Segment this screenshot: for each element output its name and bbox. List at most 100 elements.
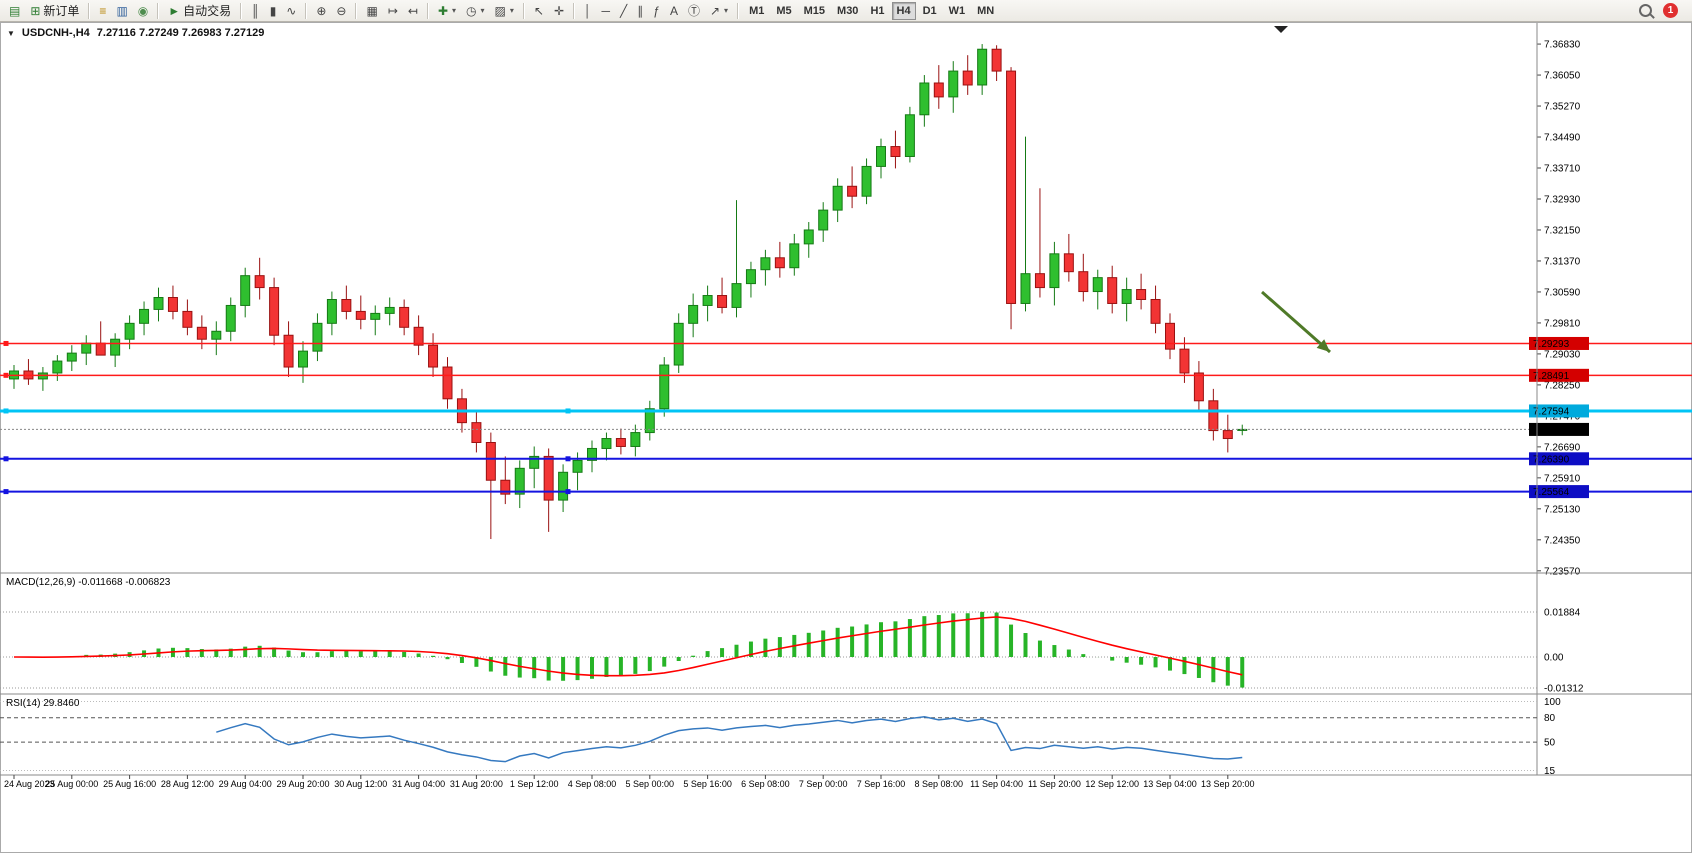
chart-canvas[interactable]: 7.36830 7.36050 7.35270 7.34490 7.33710 7.329… [0,22,1692,853]
svg-text:7.23570: 7.23570 [1544,566,1581,577]
svg-text:7.25910: 7.25910 [1544,473,1581,484]
svg-text:5 Sep 16:00: 5 Sep 16:00 [683,779,732,789]
chart-new-icon: ▤ [9,3,21,18]
svg-text:7.36050: 7.36050 [1544,71,1581,82]
toolbar-separator [426,2,429,19]
macd-label: MACD(12,26,9) -0.011668 -0.006823 [6,577,171,588]
svg-text:5 Sep 00:00: 5 Sep 00:00 [626,779,675,789]
auto-scroll-button[interactable]: ↦ [384,1,402,20]
toolbar-separator [573,2,576,19]
price-marker-box [1529,422,1589,436]
fibonacci-button[interactable]: ƒ [649,1,664,20]
toolbar-separator [240,2,243,19]
channel-button[interactable]: ∥ [633,1,647,20]
autotrading-button-label: 自动交易 [183,4,232,18]
timeframe-m30-button[interactable]: M30 [832,2,863,20]
line-handle[interactable] [3,489,9,495]
timeframe-d1-button[interactable]: D1 [918,2,942,20]
svg-text:7.24350: 7.24350 [1544,535,1581,546]
line-handle[interactable] [565,456,571,462]
svg-text:1 Sep 12:00: 1 Sep 12:00 [510,779,559,789]
candlestick-icon: ▮ [269,3,277,18]
zoom-in-icon: ⊕ [316,3,327,18]
svg-text:6 Sep 08:00: 6 Sep 08:00 [741,779,790,789]
svg-text:25 Aug 16:00: 25 Aug 16:00 [103,779,156,789]
svg-text:7.26690: 7.26690 [1544,442,1581,453]
timeframe-mn-button[interactable]: MN [972,2,999,20]
search-button[interactable] [1633,1,1662,20]
line-handle[interactable] [3,340,9,346]
svg-text:7.34490: 7.34490 [1544,133,1581,144]
vertical-line-button[interactable]: │ [580,1,596,20]
timeframe-h1-button[interactable]: H1 [865,2,889,20]
svg-text:7.25130: 7.25130 [1544,504,1581,515]
data-window-button[interactable]: ▥ [112,1,131,20]
svg-text:28 Aug 12:00: 28 Aug 12:00 [161,779,214,789]
navigator-button[interactable]: ◉ [134,1,152,20]
svg-text:7.36830: 7.36830 [1544,40,1581,51]
notification-badge[interactable]: 1 [1663,3,1678,18]
line-chart-button[interactable]: ∿ [282,1,300,20]
chart-shift-marker[interactable] [1274,26,1288,33]
bar-chart-icon: ║ [251,3,260,18]
timeframe-h4-button[interactable]: H4 [891,1,916,20]
zoom-out-icon: ⊖ [336,3,347,18]
timeframe-w1-button[interactable]: W1 [944,2,971,20]
market-watch-button[interactable]: ≡ [95,1,110,20]
tile-windows-button[interactable]: ▦ [362,1,381,20]
svg-text:7.33710: 7.33710 [1544,164,1581,175]
crosshair-button[interactable]: ✛ [550,1,568,20]
shapes-button[interactable]: ↗ ▾ [706,1,732,20]
svg-text:-0.01312: -0.01312 [1544,684,1584,695]
zoom-in-button[interactable]: ⊕ [312,1,330,20]
timeframe-m15-button[interactable]: M15 [799,2,830,20]
price-marker-box [1529,485,1589,499]
timeframe-m5-button[interactable]: M5 [771,2,796,20]
chart-shift-button[interactable]: ↤ [404,1,422,20]
line-handle[interactable] [3,372,9,378]
bar-chart-button[interactable]: ║ [247,1,264,20]
autotrading-icon: ► [168,3,181,18]
chart-border [0,22,1692,853]
svg-text:7.30590: 7.30590 [1544,287,1581,298]
line-handle[interactable] [3,408,9,414]
tile-windows-icon: ▦ [366,3,378,18]
price-marker-box [1529,336,1589,350]
cursor-button[interactable]: ↖ [530,1,548,20]
trendline-button[interactable]: ╱ [616,1,631,20]
crosshair-icon: ✛ [553,3,565,18]
dropdown-arrow-icon: ▾ [724,6,729,15]
candlestick-button[interactable]: ▮ [266,1,281,20]
dropdown-arrow-icon: ▾ [509,6,514,15]
chart-window[interactable]: 7.36830 7.36050 7.35270 7.34490 7.33710 7.329… [0,22,1692,853]
periods-button[interactable]: ◷ ▾ [462,1,489,20]
svg-text:7.31370: 7.31370 [1544,256,1581,267]
line-handle[interactable] [3,456,9,462]
trendline-icon: ╱ [620,3,628,18]
line-handle[interactable] [565,489,571,495]
chart-shift-icon: ↤ [407,3,418,18]
svg-text:7.25564: 7.25564 [1533,487,1570,498]
timeframe-m1-button[interactable]: M1 [744,2,769,20]
price-scale[interactable]: 7.36830 7.36050 7.35270 7.34490 7.33710 7.329… [1537,40,1581,578]
horizontal-line-icon: ─ [601,3,611,18]
indicators-button[interactable]: ✚ ▾ [434,1,460,20]
new-chart-button[interactable]: ▤ [5,1,24,20]
arrow-annotation[interactable] [1261,290,1331,354]
svg-text:50: 50 [1544,738,1556,749]
zoom-out-button[interactable]: ⊖ [332,1,350,20]
text-button[interactable]: A [666,1,682,20]
label-button[interactable]: Ⓣ [684,1,704,20]
horizontal-line-button[interactable]: ─ [598,1,615,20]
templates-button[interactable]: ▨ ▾ [491,1,518,20]
svg-text:7.26390: 7.26390 [1533,454,1570,465]
data-window-icon: ▥ [116,3,128,18]
new-order-button[interactable]: ⊞ 新订单 [26,1,83,20]
svg-text:30 Aug 12:00: 30 Aug 12:00 [334,779,387,789]
toolbar-separator [305,2,308,19]
svg-text:29 Aug 04:00: 29 Aug 04:00 [219,779,272,789]
autotrading-button[interactable]: ► 自动交易 [164,1,235,20]
line-handle[interactable] [565,408,571,414]
